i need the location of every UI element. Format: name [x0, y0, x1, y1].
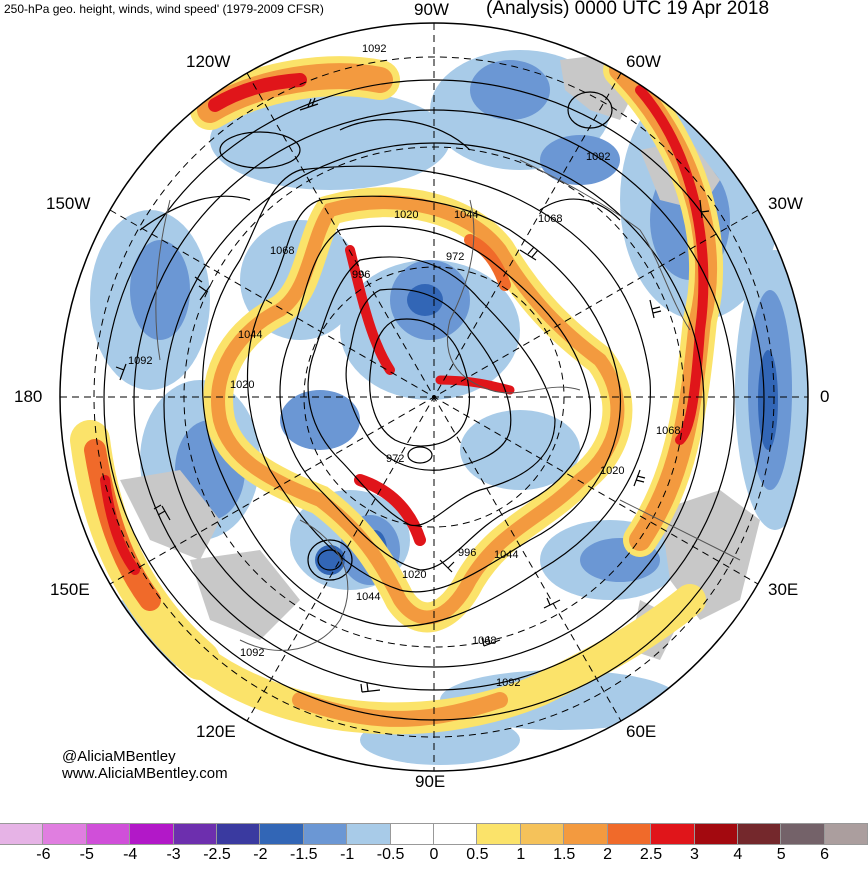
- landmass: [120, 55, 760, 660]
- contour-label: 1020: [402, 569, 426, 581]
- contour-label: 1068: [656, 425, 680, 437]
- lon-label-120e: 120E: [196, 722, 236, 741]
- colorbar-tick-label: 5: [776, 846, 786, 863]
- coastlines: [155, 159, 741, 651]
- map-disk: 1092 1092 1068 1020 1044 972 1068 996 10…: [60, 23, 808, 771]
- colorbar-swatch: [737, 823, 782, 845]
- colorbar-tick-label: -1.5: [290, 846, 318, 863]
- wind-barbs: [115, 97, 710, 693]
- contour-label-group: 1092 1092 1068 1020 1044 972 1068 996 10…: [128, 43, 680, 689]
- contour-label: 1092: [128, 355, 152, 367]
- colorbar-tick-label: 0: [429, 846, 439, 863]
- contour-label: 972: [386, 453, 404, 465]
- map-border: [59, 22, 809, 772]
- colorbar-tick-label: 1: [516, 846, 526, 863]
- lon-label-150w: 150W: [46, 194, 91, 213]
- colorbar-swatch: [564, 823, 608, 845]
- colorbar-swatch: [0, 823, 44, 845]
- credit-handle: @AliciaMBentley: [62, 748, 176, 765]
- colorbar-tick-label: 4: [733, 846, 743, 863]
- contour-label: 1092: [362, 43, 386, 55]
- colorbar-tick-label: 0.5: [466, 846, 489, 863]
- graticule: [60, 23, 808, 771]
- colorbar-swatch: [824, 823, 868, 845]
- colorbar-tick-label: -2: [253, 846, 268, 863]
- colorbar-tick-label: 2.5: [639, 846, 663, 863]
- lon-label-120w: 120W: [186, 52, 231, 71]
- colorbar-tick-label: 3: [689, 846, 699, 863]
- colorbar-tick-label: -0.5: [376, 846, 405, 863]
- contour-label: 1092: [240, 647, 264, 659]
- contour-label: 1020: [230, 379, 254, 391]
- colorbar-swatch: [130, 823, 174, 845]
- contour-label: 1044: [238, 329, 262, 341]
- contour-label: 996: [352, 269, 370, 281]
- contour-label: 1068: [472, 635, 496, 647]
- colorbar-swatch: [43, 823, 87, 845]
- colorbar-tick-label: -1: [340, 846, 355, 863]
- colorbar-swatch: [651, 823, 695, 845]
- lon-label-90e: 90E: [415, 772, 446, 791]
- lon-label-60w: 60W: [626, 52, 661, 71]
- colorbar-tick-label: -4: [123, 846, 138, 863]
- contour-label: 1020: [394, 209, 418, 221]
- lon-label-0: 0: [820, 387, 830, 406]
- colorbar-swatch: [477, 823, 521, 845]
- contour-label: 996: [458, 547, 476, 559]
- colorbar-swatch: [434, 823, 478, 845]
- lon-label-90w: 90W: [414, 0, 449, 19]
- contour-label: 1092: [586, 151, 610, 163]
- credit-website: www.AliciaMBentley.com: [62, 765, 228, 782]
- colorbar-tick-label: -5: [79, 846, 94, 863]
- contour-label: 1044: [454, 209, 478, 221]
- contour-label: 1044: [356, 591, 380, 603]
- map-title-left: 250-hPa geo. height, winds, wind speed' …: [4, 2, 324, 16]
- lon-label-180: 180: [14, 387, 43, 406]
- lon-label-150e: 150E: [50, 580, 90, 599]
- colorbar-swatch: [607, 823, 652, 845]
- colorbar-swatch: [520, 823, 565, 845]
- colorbar-swatch: [303, 823, 348, 845]
- colorbar-swatch: [694, 823, 738, 845]
- colorbar-ticks: -6 -5 -4 -3 -2.5 -2 -1.5 -1 -0.5 0 0.5 1 1.5 2 2.5 3 4 5 6: [0, 846, 868, 865]
- lon-label-30w: 30W: [768, 194, 803, 213]
- colorbar: [0, 823, 868, 845]
- contour-label: 1068: [270, 245, 294, 257]
- contour-label: 1020: [600, 465, 624, 477]
- contour-label: 972: [446, 251, 464, 263]
- lon-label-60e: 60E: [626, 722, 657, 741]
- colorbar-tick-label: 1.5: [553, 846, 576, 863]
- colorbar-swatch: [781, 823, 825, 845]
- contour-label: 1092: [496, 677, 520, 689]
- contour-label: 1044: [494, 549, 518, 561]
- colorbar-swatch: [390, 823, 435, 845]
- colorbar-tick-label: 6: [820, 846, 830, 863]
- colorbar-tick-label: -2.5: [203, 846, 231, 863]
- colorbar-swatch: [260, 823, 304, 845]
- colorbar-tick-label: 2: [603, 846, 613, 863]
- contour-label: 1068: [538, 213, 562, 225]
- colorbar-swatch: [86, 823, 131, 845]
- colorbar-tick-label: -6: [36, 846, 51, 863]
- colorbar-tick-label: -3: [166, 846, 181, 863]
- colorbar-swatch: [217, 823, 261, 845]
- anomaly-moderate-negative: [130, 60, 792, 585]
- colorbar-swatch: [173, 823, 218, 845]
- lon-label-30e: 30E: [768, 580, 799, 599]
- colorbar-swatch: [347, 823, 391, 845]
- map-title-right: (Analysis) 0000 UTC 19 Apr 2018: [486, 0, 770, 19]
